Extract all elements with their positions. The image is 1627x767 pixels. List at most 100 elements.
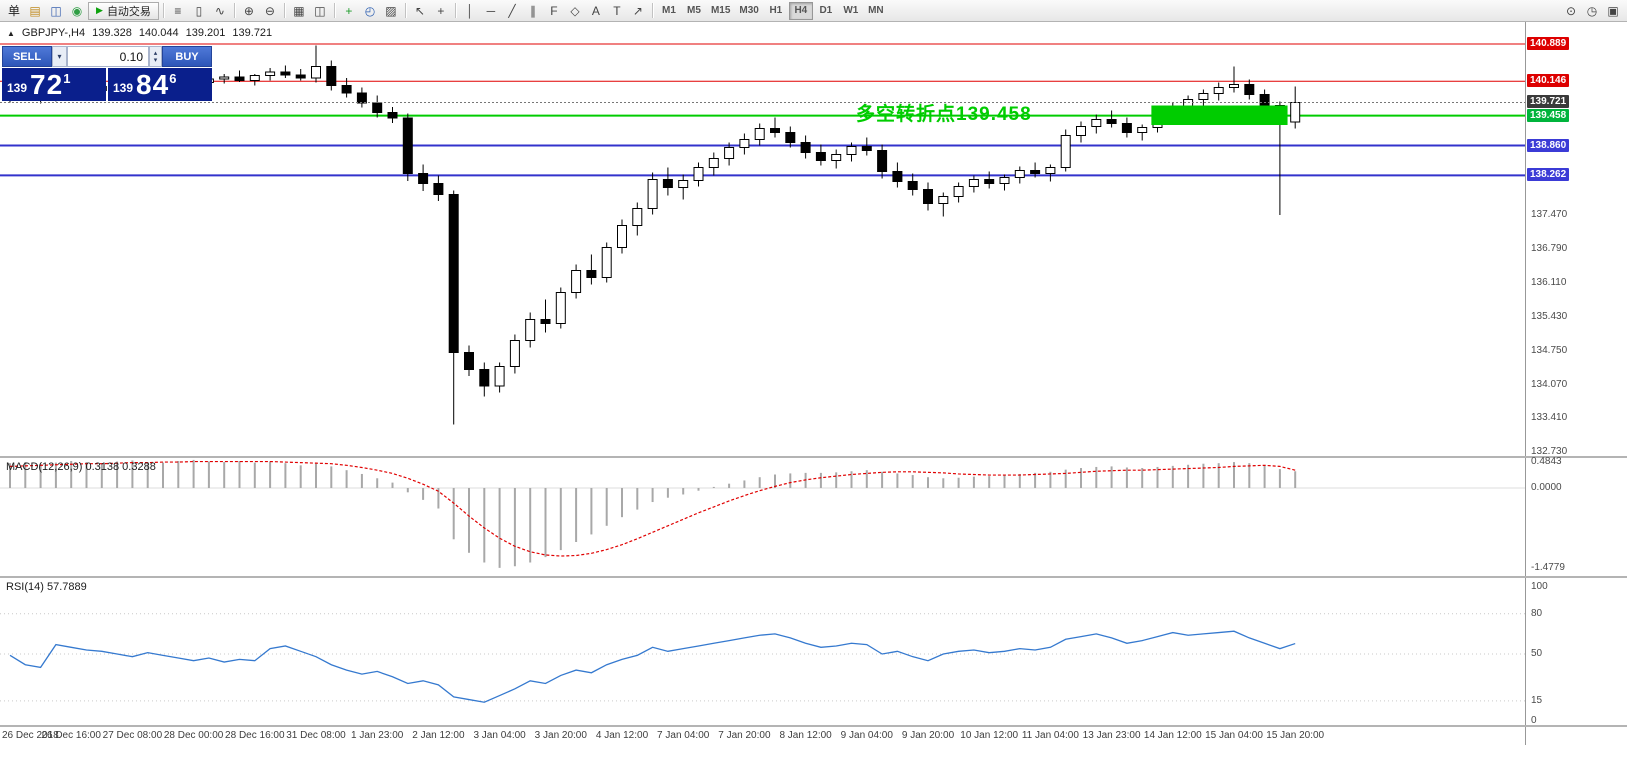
auto-trading-button[interactable]: ▶ 自动交易 bbox=[88, 1, 159, 20]
line-chart-icon[interactable]: ∿ bbox=[214, 3, 225, 18]
horizontal-line-icon[interactable]: ─ bbox=[486, 3, 496, 18]
time-scale-label: 13 Jan 23:00 bbox=[1082, 730, 1141, 741]
sell-price-main: 139 bbox=[7, 81, 28, 95]
time-scale-label: 11 Jan 04:00 bbox=[1021, 730, 1079, 741]
time-scale-label: 26 Dec 2018 bbox=[2, 730, 59, 741]
time-scale-label: 31 Dec 08:00 bbox=[286, 730, 346, 741]
buy-price-button[interactable]: 139 84 6 bbox=[108, 68, 212, 101]
toolbar-separator bbox=[333, 3, 335, 18]
panel-divider-macd[interactable] bbox=[0, 456, 1627, 458]
periods-icon[interactable]: ◴ bbox=[364, 3, 376, 18]
zoom-in-icon[interactable]: ⊕ bbox=[243, 3, 254, 18]
time-scale-label: 15 Jan 20:00 bbox=[1266, 730, 1325, 741]
buy-price-main: 139 bbox=[113, 81, 134, 95]
spinner-down-icon: ▾ bbox=[153, 56, 158, 64]
ohlc-low: 139.201 bbox=[185, 27, 226, 39]
toolbar-separator bbox=[162, 3, 164, 18]
lot-size-input[interactable]: 0.10 bbox=[67, 46, 149, 67]
alerts-icon[interactable]: ◷ bbox=[1586, 3, 1598, 18]
buy-button[interactable]: BUY bbox=[162, 46, 212, 67]
search-icon[interactable]: ⊙ bbox=[1565, 3, 1577, 18]
tile-windows-icon[interactable]: ▦ bbox=[293, 3, 305, 18]
timeframe-d1-button[interactable]: D1 bbox=[819, 5, 833, 16]
time-scale-label: 10 Jan 12:00 bbox=[960, 730, 1019, 741]
time-scale-label: 3 Jan 04:00 bbox=[473, 730, 526, 741]
time-scale-label: 4 Jan 12:00 bbox=[595, 730, 649, 741]
timeframe-mn-button[interactable]: MN bbox=[868, 5, 884, 16]
trendline-icon[interactable]: ╱ bbox=[508, 3, 516, 18]
indicators-icon[interactable]: + bbox=[345, 3, 353, 18]
buy-price-pips: 84 bbox=[136, 69, 170, 100]
toolbar-separator bbox=[651, 3, 653, 18]
text-icon[interactable]: A bbox=[591, 3, 600, 18]
timeframe-h1-button[interactable]: H1 bbox=[769, 5, 783, 16]
ohlc-open: 139.328 bbox=[92, 27, 132, 39]
one-click-trading-panel: SELL ▾ 0.10 ▴ ▾ BUY 139 72 1 139 84 6 bbox=[2, 46, 212, 101]
layout-icon[interactable]: ▣ bbox=[1607, 3, 1619, 18]
time-scale-label: 27 Dec 08:00 bbox=[102, 730, 163, 741]
time-scale-label: 15 Jan 04:00 bbox=[1205, 730, 1263, 741]
timeframe-m15-button[interactable]: M15 bbox=[710, 5, 731, 16]
time-scale-label: 28 Dec 00:00 bbox=[163, 730, 224, 741]
shapes-icon[interactable]: ◇ bbox=[570, 3, 580, 18]
price-axis[interactable] bbox=[1525, 22, 1627, 745]
toolbar-separator bbox=[283, 3, 285, 18]
chart-ohlc-header: ▲ GBPJPY-,H4 139.328 140.044 139.201 139… bbox=[7, 27, 272, 39]
timeframe-h4-button[interactable]: H4 bbox=[788, 1, 813, 20]
community-icon[interactable]: ◉ bbox=[71, 3, 83, 18]
bar-chart-icon[interactable]: ≡ bbox=[174, 3, 182, 18]
time-axis[interactable]: 26 Dec 2018 26 Dec 16:00 27 Dec 08:00 28 De… bbox=[0, 727, 1525, 745]
arrows-icon[interactable]: ↗ bbox=[632, 3, 643, 18]
time-scale-label: 1 Jan 23:00 bbox=[351, 730, 404, 741]
zoom-out-icon[interactable]: ⊖ bbox=[264, 3, 275, 18]
chart-window-icon[interactable]: ▤ bbox=[29, 3, 41, 18]
cursor-icon[interactable]: ↖ bbox=[414, 3, 425, 18]
timeframe-w1-button[interactable]: W1 bbox=[843, 5, 859, 16]
time-scale-label: 9 Jan 20:00 bbox=[901, 730, 955, 741]
ohlc-high: 140.044 bbox=[138, 27, 179, 39]
candlestick-chart-icon[interactable]: ▯ bbox=[195, 3, 203, 18]
play-icon: ▶ bbox=[96, 5, 103, 15]
time-scale-label: 7 Jan 04:00 bbox=[657, 730, 710, 741]
chevron-down-icon: ▾ bbox=[57, 52, 62, 61]
time-scale-label: 2 Jan 12:00 bbox=[412, 730, 465, 741]
pivot-annotation-text: 多空转折点139.458 bbox=[856, 104, 1032, 125]
templates-icon[interactable]: ▨ bbox=[385, 3, 397, 18]
timeframe-m5-button[interactable]: M5 bbox=[686, 5, 701, 16]
toolbar-separator bbox=[404, 3, 406, 18]
time-scale-label: 3 Jan 20:00 bbox=[534, 730, 587, 741]
crosshair-icon[interactable]: + bbox=[437, 3, 445, 18]
time-scale-label: 26 Dec 16:00 bbox=[41, 730, 101, 741]
time-scale-label: 8 Jan 12:00 bbox=[779, 730, 832, 741]
toolbar-separator bbox=[233, 3, 235, 18]
fibonacci-icon[interactable]: F bbox=[550, 3, 558, 18]
profiles-icon[interactable]: ◫ bbox=[50, 3, 62, 18]
sell-button[interactable]: SELL bbox=[2, 46, 52, 67]
sell-price-button[interactable]: 139 72 1 bbox=[2, 68, 106, 101]
auto-trading-label: 自动交易 bbox=[106, 5, 151, 18]
buy-price-point: 6 bbox=[169, 71, 177, 86]
timeframe-m1-button[interactable]: M1 bbox=[661, 5, 676, 16]
time-scale-label: 28 Dec 16:00 bbox=[225, 730, 285, 741]
arrange-windows-icon[interactable]: ◫ bbox=[314, 3, 326, 18]
text-label-icon[interactable]: T bbox=[613, 3, 621, 18]
chart-symbol-label: GBPJPY-,H4 bbox=[21, 27, 86, 39]
spinner-up-icon: ▴ bbox=[153, 49, 158, 57]
time-scale-label: 14 Jan 12:00 bbox=[1143, 730, 1202, 741]
panel-divider-time[interactable] bbox=[0, 725, 1627, 727]
ohlc-close: 139.721 bbox=[232, 27, 273, 39]
chart-symbol-icon: ▲ bbox=[7, 28, 15, 38]
timeframe-m30-button[interactable]: M30 bbox=[739, 5, 759, 16]
vertical-line-icon[interactable]: │ bbox=[466, 3, 474, 18]
sell-price-point: 1 bbox=[63, 71, 71, 86]
channel-icon[interactable]: ∥ bbox=[529, 3, 536, 18]
lot-spinner[interactable]: ▴ ▾ bbox=[149, 46, 162, 67]
panel-divider-rsi[interactable] bbox=[0, 576, 1627, 578]
toolbar: 单 ▤ ◫ ◉ ▶ 自动交易 ≡ ▯ ∿ ⊕ ⊖ ▦ ◫ + ◴ ▨ ↖ + │ ─ ╱ ∥ F ◇ A T ↗ M1 M5 M15 M30… bbox=[0, 0, 1627, 22]
time-scale-label: 7 Jan 20:00 bbox=[718, 730, 771, 741]
sell-price-pips: 72 bbox=[30, 69, 64, 100]
toolbar-separator bbox=[454, 3, 456, 18]
new-order-button[interactable]: 单 bbox=[8, 4, 21, 18]
lot-dropdown[interactable]: ▾ bbox=[52, 46, 67, 67]
